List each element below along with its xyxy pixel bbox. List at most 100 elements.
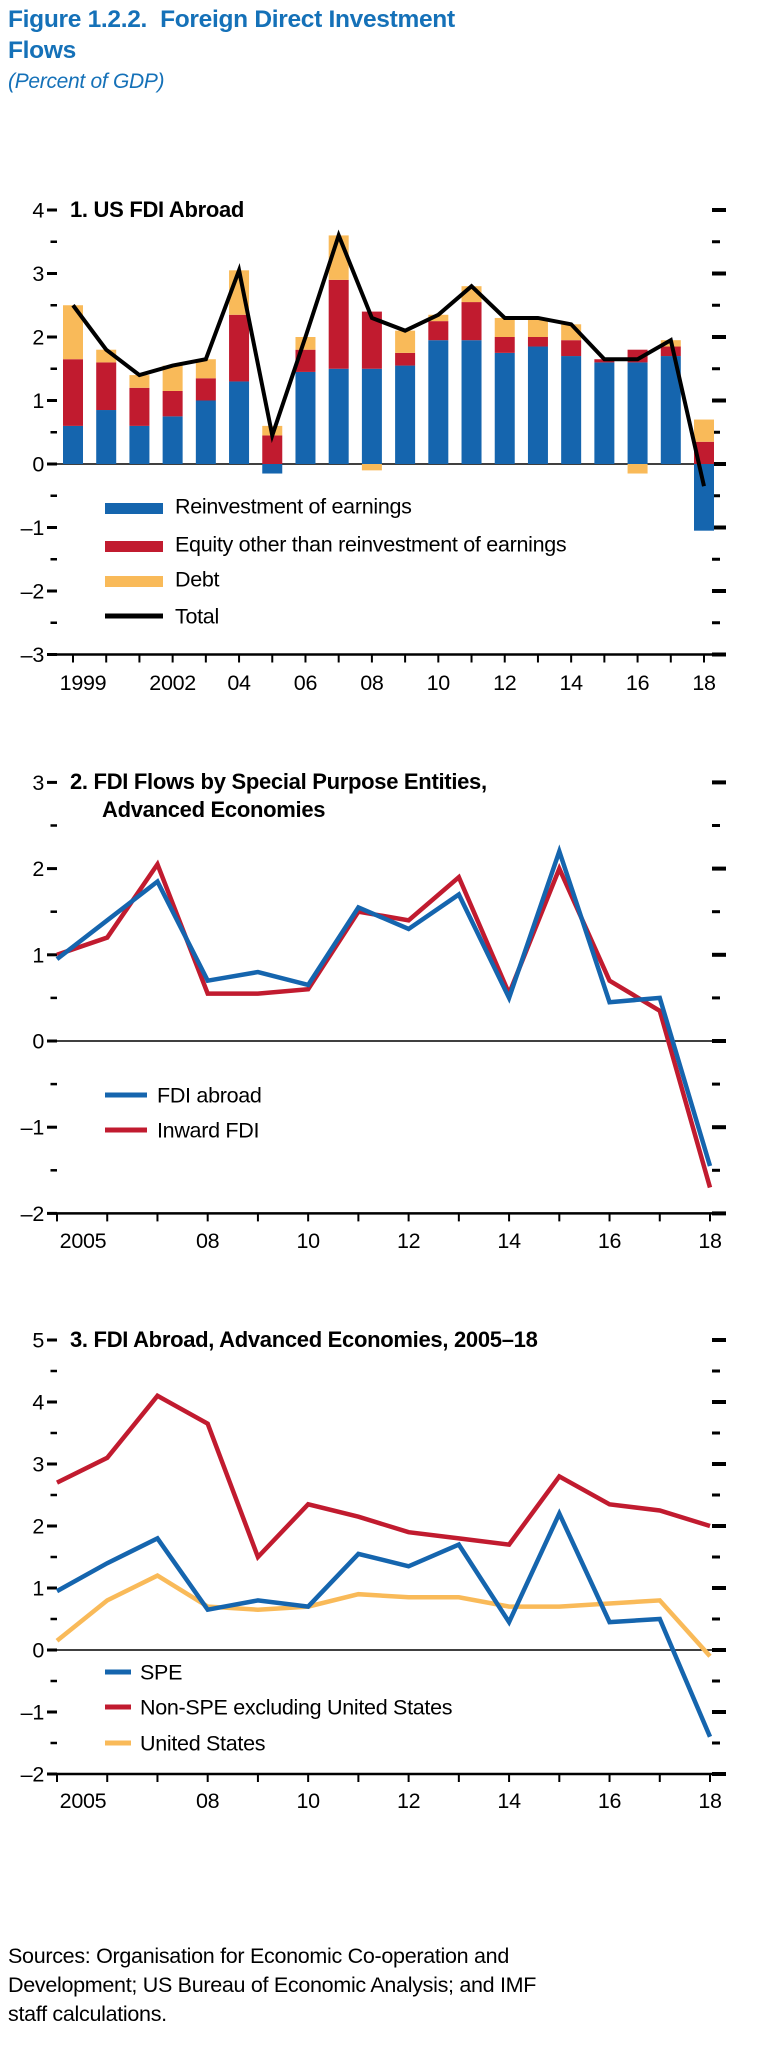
bar-segment-equity: [129, 387, 150, 426]
legend-label-inward: Inward FDI: [157, 1119, 259, 1143]
bar-segment-reinvestment: [660, 356, 681, 464]
figure-header: Figure 1.2.2. Foreign Direct Investment …: [8, 4, 628, 95]
bar-segment-debt: [195, 359, 216, 379]
panel-title: Advanced Economies: [102, 797, 325, 822]
legend-label-reinvestment: Reinvestment of earnings: [175, 495, 412, 519]
bar-segment-equity: [461, 302, 482, 341]
bar-segment-equity: [229, 314, 250, 382]
x-tick-label: 10: [296, 1229, 320, 1253]
x-tick-label: 14: [559, 671, 583, 695]
y-ticks: 5 4 3 2 1 0 –1 –2: [21, 1329, 726, 1787]
line-total: [71, 229, 706, 487]
y-tick-label: 0: [32, 1639, 44, 1663]
y-tick-label: 1: [32, 1577, 44, 1601]
bar-segment-equity: [262, 435, 283, 464]
legend-label-total: Total: [175, 605, 219, 629]
x-tick-label: 10: [427, 671, 451, 695]
x-tick-label: 16: [598, 1229, 622, 1253]
bar-segment-debt: [162, 365, 183, 391]
y-tick-label: 2: [32, 857, 44, 881]
legend-swatch-reinvestment: [105, 503, 163, 514]
bar-segment-equity: [428, 321, 449, 341]
x-axis: 2005 08 10 12 14 16 18: [55, 1772, 722, 1813]
legend: FDI abroad Inward FDI: [105, 1084, 262, 1143]
bar-segment-equity: [96, 362, 117, 411]
x-tick-label: 18: [698, 1229, 722, 1253]
bar-segment-equity: [561, 340, 582, 357]
legend-label-abroad: FDI abroad: [157, 1084, 262, 1108]
bar-segment-equity: [162, 390, 183, 417]
y-tick-label: 0: [32, 1030, 44, 1054]
x-tick-label: 18: [698, 1789, 722, 1813]
y-tick-label: –2: [21, 580, 44, 604]
stacked-bars: [63, 235, 714, 531]
bar-segment-equity: [395, 352, 416, 366]
bar-segment-reinvestment: [195, 400, 216, 464]
y-tick-label: 2: [32, 1515, 44, 1539]
y-tick-label: –2: [21, 1763, 44, 1787]
x-axis: 1999 2002 04 06 08 10 12 14 16 18: [55, 653, 716, 695]
x-tick-label: 04: [227, 671, 251, 695]
bar-segment-reinvestment: [229, 381, 250, 464]
x-tick-label: 18: [692, 671, 716, 695]
x-tick-label: 14: [497, 1229, 521, 1253]
bar-segment-reinvestment: [627, 362, 648, 464]
legend: SPE Non-SPE excluding United States United…: [105, 1661, 452, 1756]
bar-segment-reinvestment: [694, 464, 714, 531]
x-tick-label: 1999: [60, 671, 107, 695]
figure-title: Figure 1.2.2. Foreign Direct Investment …: [8, 6, 455, 64]
bar-segment-reinvestment: [295, 371, 316, 464]
y-tick-label: 0: [32, 453, 44, 477]
x-tick-label: 14: [497, 1789, 521, 1813]
line-inward: [56, 859, 713, 1189]
bar-segment-reinvestment: [428, 340, 449, 464]
figure-subtitle: (Percent of GDP): [8, 70, 165, 93]
bar-segment-debt: [428, 314, 449, 322]
panel-title: 3. FDI Abroad, Advanced Economies, 2005–…: [70, 1327, 538, 1352]
x-tick-label: 08: [196, 1229, 220, 1253]
sources-text: Sources: Organisation for Economic Co-op…: [8, 1944, 537, 2026]
x-tick-label: 2002: [149, 671, 196, 695]
legend-label-nonspe: Non-SPE excluding United States: [140, 1696, 452, 1720]
x-tick-label: 16: [598, 1789, 622, 1813]
y-tick-label: –1: [21, 516, 44, 540]
line-us: [55, 1573, 712, 1658]
y-tick-label: 1: [32, 389, 44, 413]
x-tick-label: 2005: [60, 1789, 107, 1813]
bar-segment-debt: [63, 305, 83, 360]
legend-label-spe: SPE: [140, 1661, 182, 1685]
legend-label-debt: Debt: [175, 568, 220, 592]
y-ticks: 3 2 1 0 –1 –2: [21, 771, 726, 1226]
y-tick-label: 3: [32, 262, 44, 286]
bar-segment-equity: [660, 346, 681, 357]
y-tick-label: –3: [21, 643, 45, 667]
bar-segment-equity: [494, 337, 515, 353]
bar-segment-reinvestment: [461, 340, 482, 464]
bar-segment-reinvestment: [328, 368, 349, 464]
bar-segment-reinvestment: [96, 410, 117, 464]
figure-footer: Sources: Organisation for Economic Co-op…: [8, 1884, 608, 2065]
y-tick-label: 2: [32, 326, 44, 350]
y-tick-label: –2: [21, 1202, 44, 1226]
bar-segment-reinvestment: [129, 425, 150, 464]
bar-segment-reinvestment: [527, 346, 548, 464]
x-tick-label: 2005: [60, 1229, 107, 1253]
y-tick-label: 1: [32, 943, 44, 967]
bar-segment-debt: [361, 464, 382, 471]
panel-title: 1. US FDI Abroad: [70, 197, 244, 222]
y-tick-label: –1: [21, 1701, 44, 1725]
legend-label-equity: Equity other than reinvestment of earnin…: [175, 533, 566, 557]
bar-segment-debt: [494, 317, 515, 337]
x-tick-label: 12: [397, 1789, 420, 1813]
x-tick-label: 08: [196, 1789, 220, 1813]
bar-segment-debt: [527, 317, 548, 337]
line-spe: [55, 1508, 713, 1738]
bar-segment-debt: [694, 419, 714, 442]
legend-swatch-debt: [105, 576, 163, 587]
bar-segment-reinvestment: [594, 362, 615, 464]
legend-label-us: United States: [140, 1732, 265, 1756]
bar-segment-reinvestment: [361, 368, 382, 464]
